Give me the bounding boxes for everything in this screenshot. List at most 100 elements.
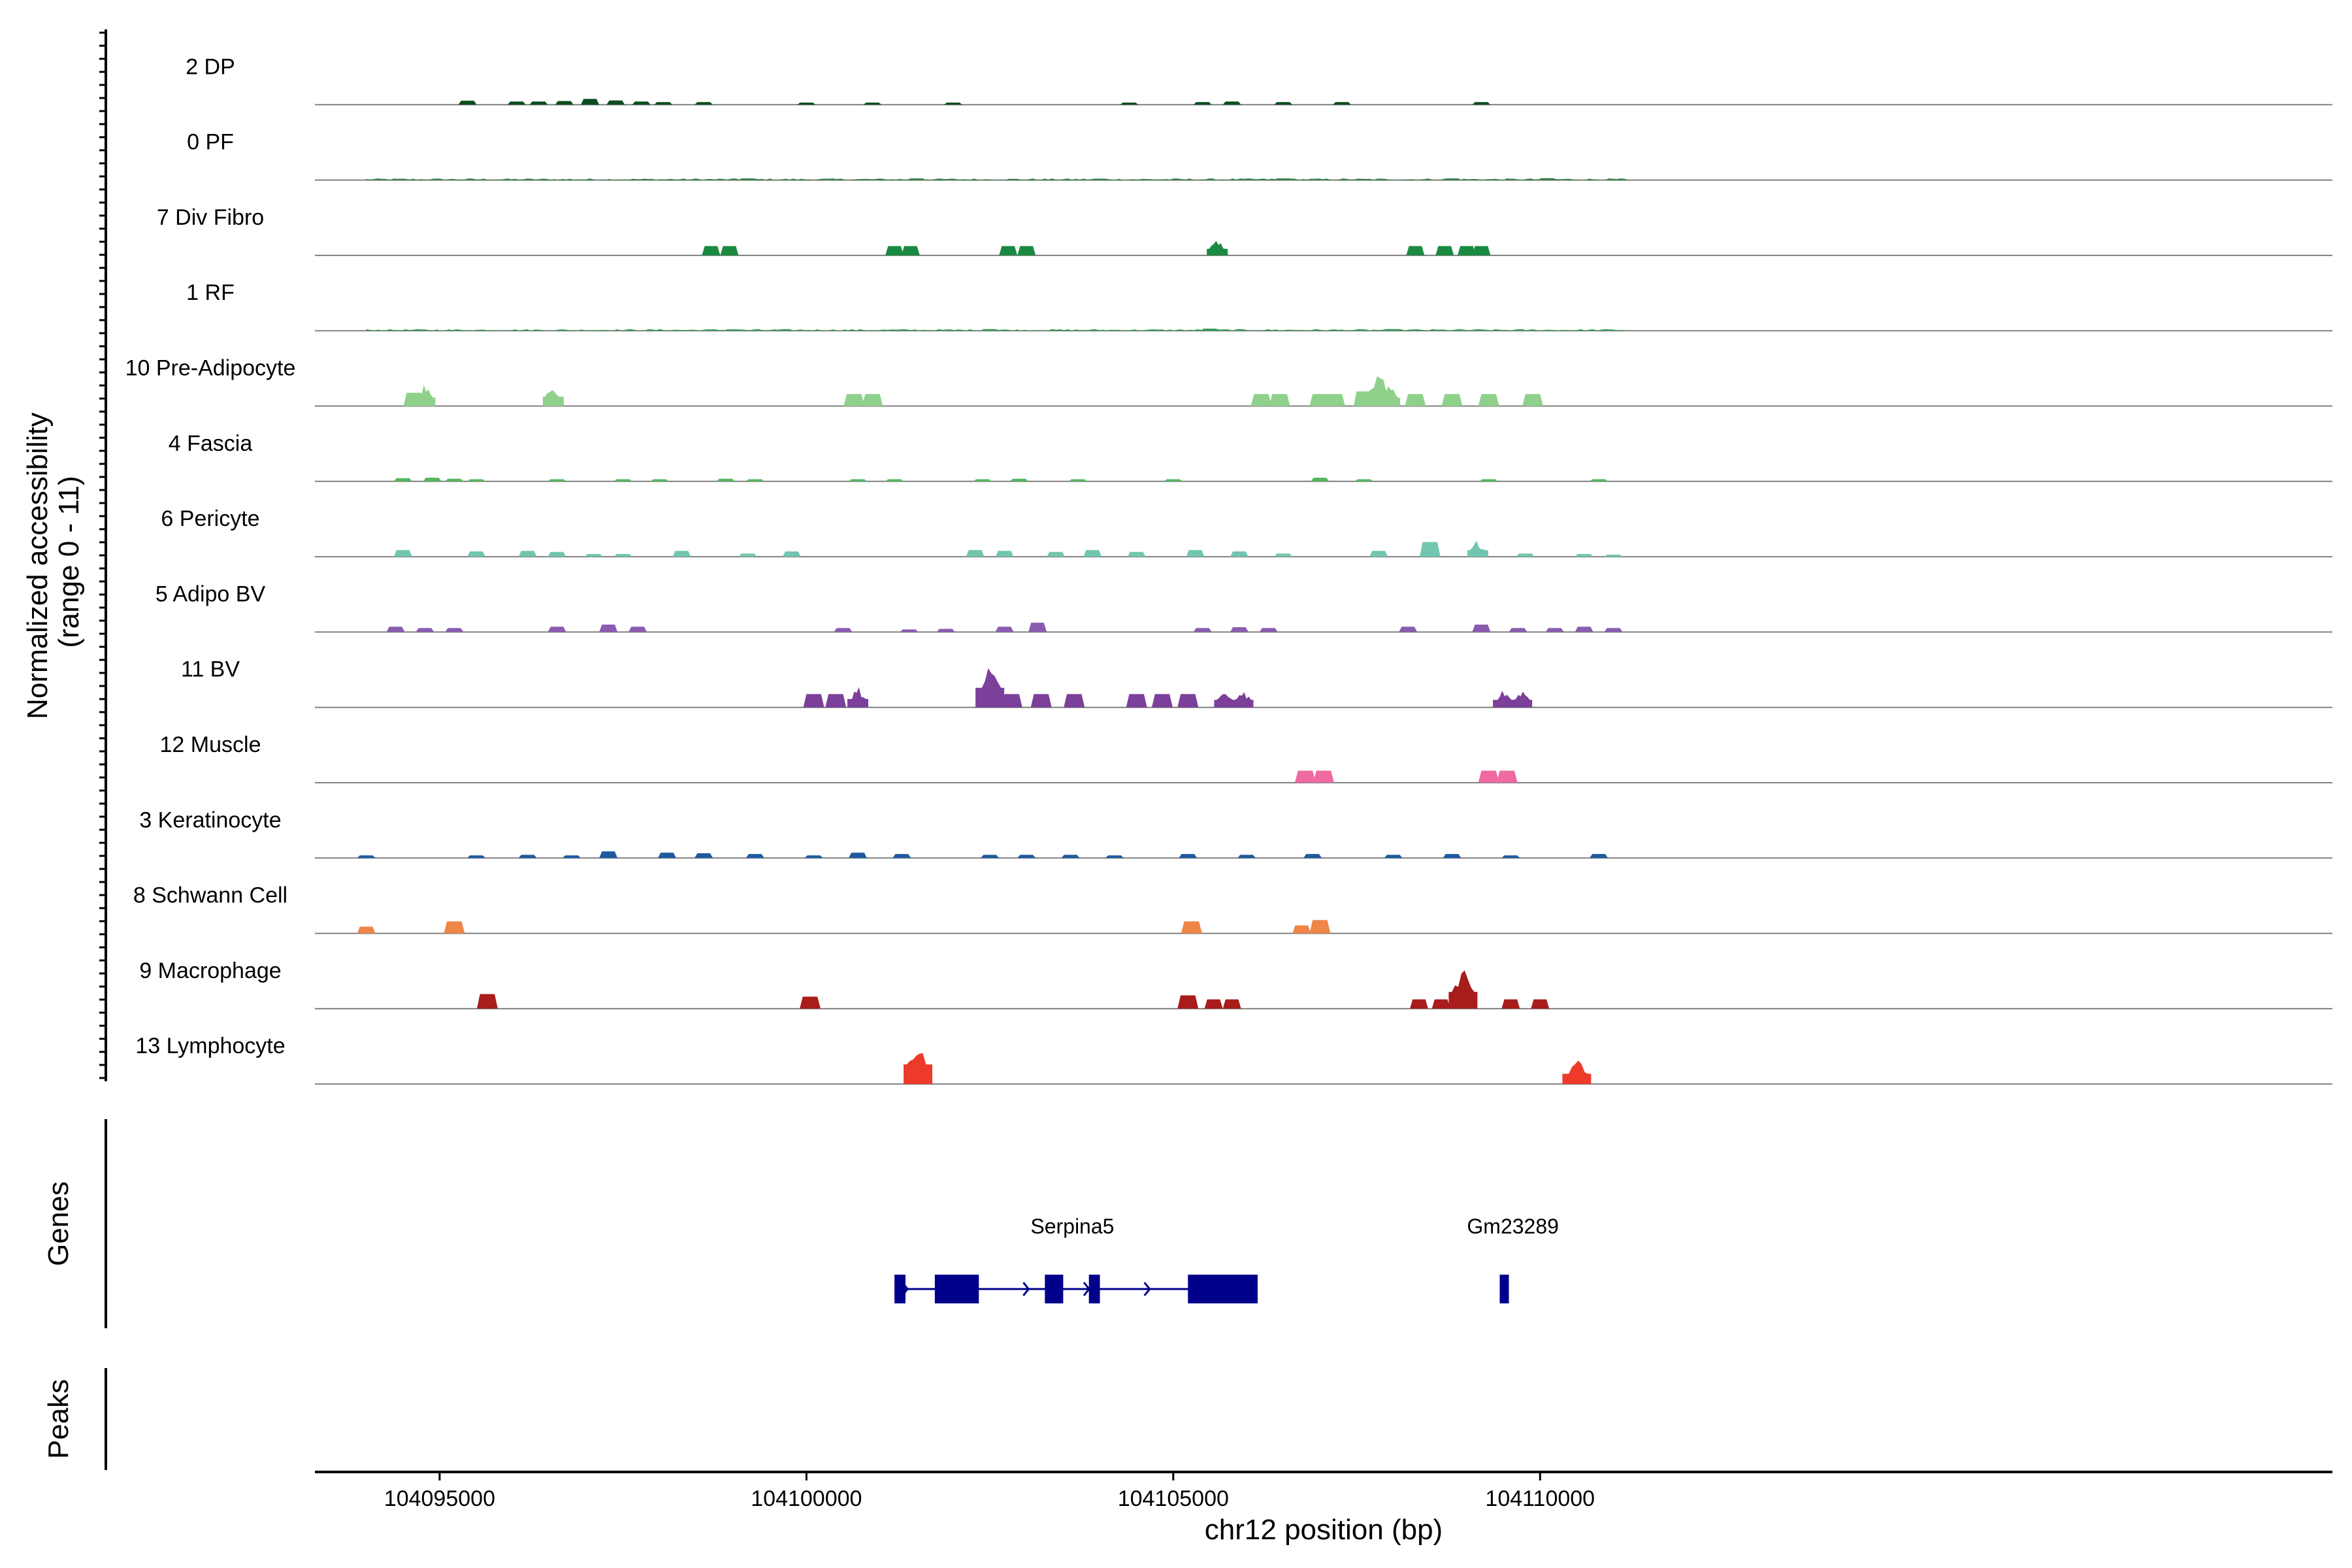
track-peak bbox=[1354, 479, 1373, 482]
track-peak bbox=[1522, 394, 1544, 406]
track-peak bbox=[1230, 551, 1249, 557]
track-peak bbox=[936, 629, 955, 632]
track-peak bbox=[797, 103, 816, 105]
track-peak bbox=[1083, 549, 1102, 557]
track-peak bbox=[1399, 627, 1418, 632]
track-peak bbox=[1516, 553, 1535, 557]
y-axis-ticks bbox=[99, 31, 106, 1079]
track-peak bbox=[943, 103, 962, 105]
track-peak bbox=[907, 178, 926, 180]
gene-name-label: Serpina5 bbox=[1030, 1215, 1114, 1238]
gene-gm23289: Gm23289 bbox=[1467, 1215, 1559, 1303]
track-12: 8 Schwann Cell bbox=[133, 883, 2332, 934]
track-peak bbox=[1590, 479, 1609, 482]
track-peak bbox=[1443, 178, 1462, 180]
genes-panel-label: Genes bbox=[42, 1181, 74, 1266]
track-peak bbox=[716, 478, 735, 482]
track-label: 9 Macrophage bbox=[139, 958, 281, 983]
track-peak bbox=[1384, 855, 1403, 858]
x-tick-label: 104110000 bbox=[1485, 1486, 1595, 1511]
track-peak bbox=[1493, 691, 1514, 708]
track-label: 6 Pericyte bbox=[161, 506, 259, 531]
track-peak bbox=[613, 554, 632, 557]
track-label: 13 Lymphocyte bbox=[135, 1034, 285, 1058]
track-label: 7 Div Fibro bbox=[157, 205, 264, 230]
track-peak bbox=[1509, 628, 1527, 632]
strand-arrow bbox=[1022, 1282, 1030, 1296]
track-label: 11 BV bbox=[181, 657, 240, 682]
track-peak bbox=[1384, 329, 1403, 331]
track-label: 12 Muscle bbox=[160, 732, 261, 757]
track-peak bbox=[724, 329, 743, 331]
track-14: 13 Lymphocyte bbox=[135, 1034, 2332, 1085]
track-peak bbox=[357, 926, 376, 934]
track-7: 6 Pericyte bbox=[161, 506, 2332, 558]
gene-exon bbox=[894, 1275, 906, 1303]
y-axis-label: Normalized accessibility (range 0 - 11) bbox=[22, 404, 85, 719]
track-peak bbox=[1478, 394, 1499, 406]
track-peak bbox=[892, 854, 911, 858]
track-peak bbox=[1511, 691, 1533, 708]
track-peak bbox=[1017, 855, 1036, 858]
track-peak bbox=[1431, 999, 1450, 1009]
track-peak bbox=[1496, 770, 1518, 783]
track-peak bbox=[1419, 542, 1441, 557]
track-peak bbox=[423, 478, 442, 482]
x-tick-label: 104100000 bbox=[751, 1486, 862, 1511]
track-peak bbox=[1472, 624, 1491, 632]
track-peak bbox=[694, 853, 713, 858]
track-peak bbox=[445, 478, 464, 482]
track-peak bbox=[1333, 102, 1352, 105]
track-peak bbox=[848, 853, 867, 858]
track-peak bbox=[1269, 394, 1290, 406]
track-peak bbox=[1068, 479, 1087, 482]
track-peak bbox=[1435, 246, 1454, 255]
track-peak bbox=[1090, 178, 1109, 180]
track-peak bbox=[745, 854, 764, 858]
track-peak bbox=[738, 178, 757, 180]
track-noise bbox=[366, 178, 1629, 180]
track-peak bbox=[518, 855, 537, 858]
track-peak bbox=[1274, 178, 1293, 180]
track-peak bbox=[1575, 627, 1593, 632]
track-peak bbox=[1177, 694, 1199, 708]
track-peak bbox=[1405, 394, 1426, 406]
track-peak bbox=[650, 479, 669, 482]
track-peak bbox=[1311, 478, 1330, 482]
track-peak bbox=[1186, 549, 1205, 557]
track-3: 7 Div Fibro bbox=[157, 205, 2332, 256]
track-peak bbox=[547, 627, 566, 632]
track-label: 1 RF bbox=[186, 280, 235, 305]
track-11: 3 Keratinocyte bbox=[139, 808, 2332, 859]
track-5: 10 Pre-Adipocyte bbox=[125, 356, 2332, 407]
track-peak bbox=[999, 246, 1018, 255]
track-peak bbox=[599, 624, 618, 632]
track-peak bbox=[613, 479, 632, 482]
track-peak bbox=[1441, 394, 1463, 406]
peaks-panel-label: Peaks bbox=[42, 1379, 74, 1459]
track-peak bbox=[467, 855, 486, 858]
track-peak bbox=[1479, 479, 1498, 482]
x-axis-ticks: 104095000 104100000 104105000 104110000 bbox=[384, 1472, 1595, 1511]
track-peak bbox=[834, 628, 853, 632]
track-13: 9 Macrophage bbox=[139, 958, 2332, 1009]
y-axis-label-line2: (range 0 - 11) bbox=[53, 476, 85, 647]
track-peak bbox=[1303, 854, 1322, 858]
track-peak bbox=[1179, 854, 1198, 858]
track-peak bbox=[1193, 102, 1212, 105]
track-peak bbox=[1562, 1060, 1592, 1085]
track-peak bbox=[1604, 554, 1623, 557]
track-peak bbox=[1294, 770, 1316, 783]
tracks-layer: 2 DP 0 PF 7 Div Fibro 1 RF 10 Pre-Adipocyte 4… bbox=[125, 54, 2332, 1085]
track-peak bbox=[843, 394, 865, 406]
track-peak bbox=[1309, 920, 1331, 934]
track-2: 0 PF bbox=[187, 130, 2332, 181]
track-label: 4 Fascia bbox=[169, 431, 253, 456]
track-peak bbox=[863, 103, 882, 105]
track-peak bbox=[1324, 394, 1345, 406]
x-axis-label: chr12 position (bp) bbox=[1205, 1514, 1443, 1546]
track-peak bbox=[1467, 540, 1488, 557]
track-peak bbox=[995, 551, 1014, 557]
track-8: 5 Adipo BV bbox=[155, 581, 2332, 633]
